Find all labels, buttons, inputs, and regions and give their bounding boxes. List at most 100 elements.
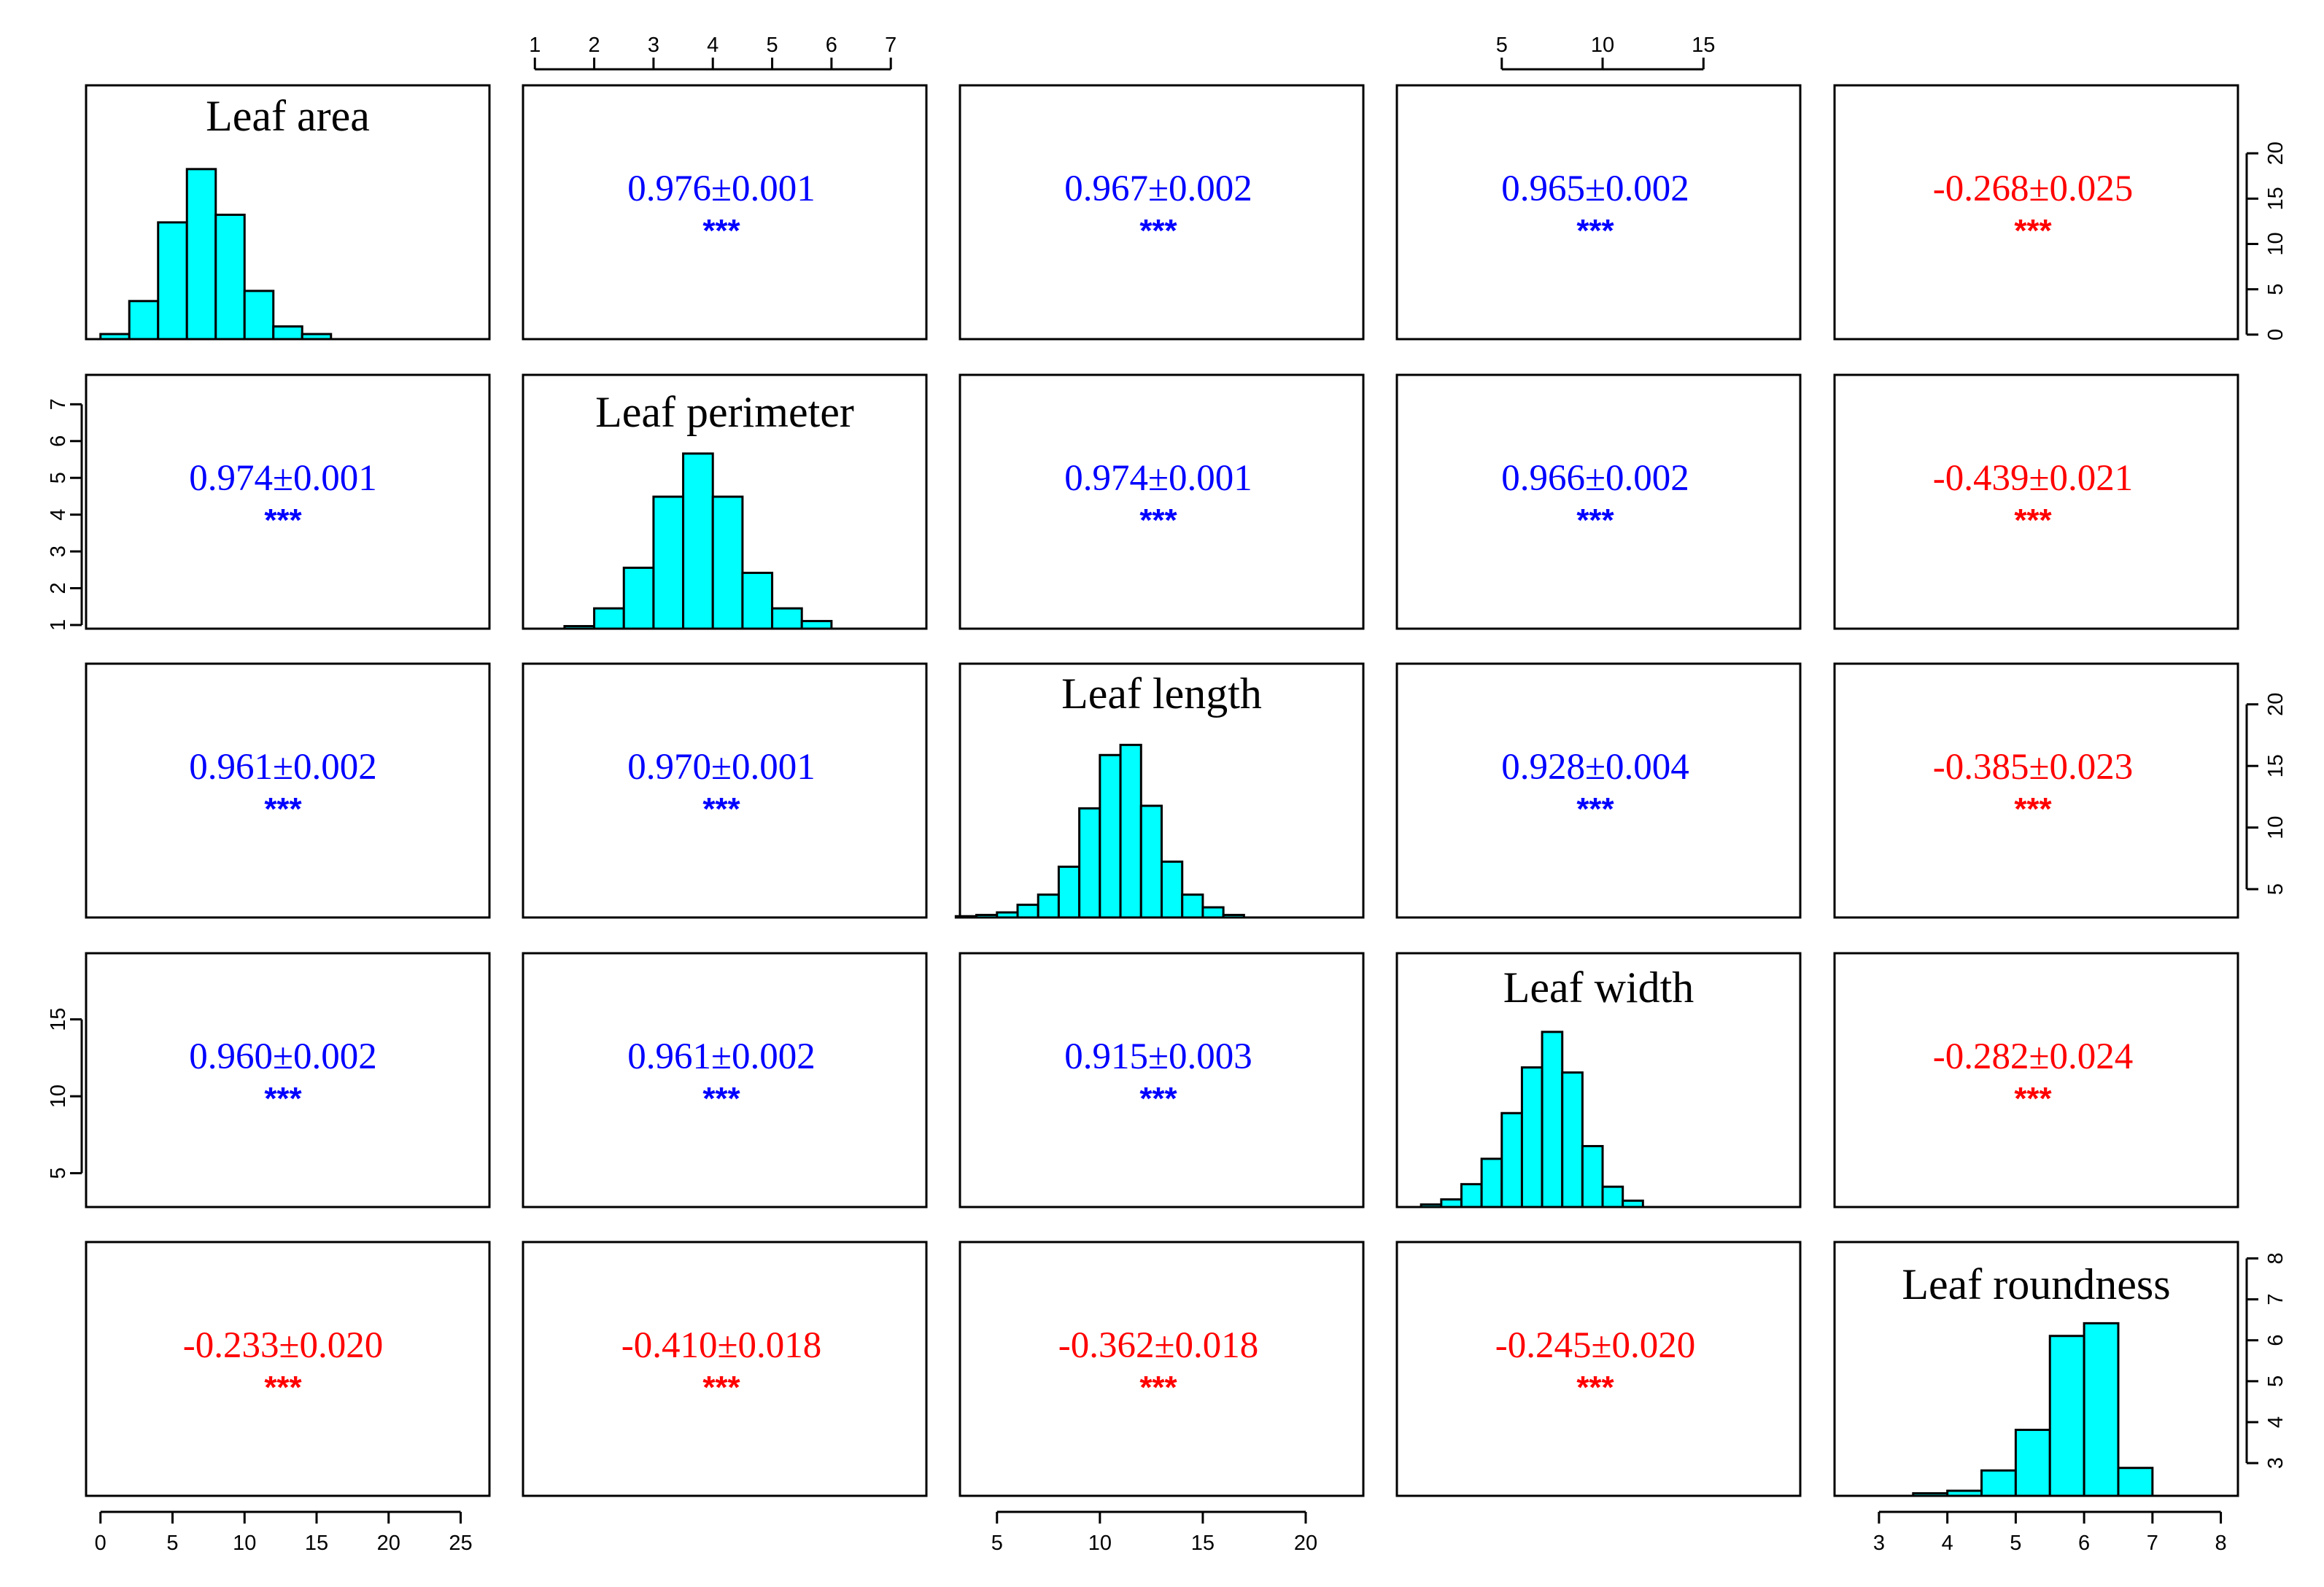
significance-stars-r2-c4: ***: [2014, 791, 2052, 827]
significance-stars-r0-c1: ***: [702, 213, 740, 249]
panel-frame-r4-c0: [85, 1241, 491, 1497]
significance-stars-r4-c2: ***: [1139, 1370, 1177, 1405]
panel-frame-r0-c3: [1395, 84, 1802, 341]
correlation-value-r4-c2: -0.362±0.018: [1058, 1325, 1258, 1366]
diag-label-5: Leaf roundness: [1902, 1260, 2170, 1308]
right-axis-tick-label-3-5: 5: [2264, 883, 2288, 895]
panel-frame-r1-c2: [958, 373, 1365, 630]
histogram-bar-4-3: [1460, 1183, 1483, 1208]
left-axis-tick-label-2-1: 1: [47, 619, 70, 631]
correlation-value-r2-c3: 0.928±0.004: [1501, 747, 1689, 788]
correlation-value-r2-c4: -0.385±0.023: [1933, 747, 2133, 788]
correlation-value-r3-c1: 0.961±0.002: [627, 1036, 816, 1077]
histogram-bar-4-9: [1581, 1144, 1604, 1208]
panel-frame-r2-c3: [1395, 662, 1802, 919]
right-axis-tick-label-3-20: 20: [2264, 693, 2288, 716]
bottom-axis-tick-label-3-20: 20: [1294, 1532, 1317, 1555]
left-axis-tick-label-2-4: 4: [47, 509, 70, 521]
histogram-bar-1-2: [128, 300, 160, 341]
bottom-axis-tick-label-5-4: 4: [1942, 1532, 1953, 1555]
diag-label-1: Leaf area: [206, 92, 370, 140]
top-axis-tick-label-4-15: 15: [1692, 34, 1715, 57]
significance-stars-r2-c1: ***: [702, 791, 740, 827]
right-axis-tick-label-1-15: 15: [2264, 187, 2288, 210]
histogram-bar-1-7: [272, 325, 303, 341]
diag-label-2: Leaf perimeter: [595, 388, 854, 436]
histogram-bar-3-2: [975, 914, 999, 919]
significance-stars-r3-c4: ***: [2014, 1081, 2052, 1117]
histogram-bar-3-3: [996, 911, 1019, 919]
histogram-bar-5-1: [1912, 1492, 1949, 1497]
histogram-bar-2-5: [682, 452, 714, 630]
left-axis-tick-label-4-15: 15: [47, 1008, 70, 1031]
correlation-value-r2-c0: 0.961±0.002: [189, 747, 377, 788]
right-axis-tick-label-5-4: 4: [2264, 1416, 2288, 1428]
correlation-value-r4-c3: -0.245±0.020: [1495, 1325, 1695, 1366]
histogram-bar-2-7: [741, 571, 774, 630]
right-axis-tick-label-5-5: 5: [2264, 1375, 2288, 1387]
bottom-axis-tick-label-5-3: 3: [1873, 1532, 1885, 1555]
panel-frame-r4-c1: [522, 1241, 928, 1497]
histogram-bar-4-2: [1440, 1198, 1463, 1208]
left-axis-tick-label-2-5: 5: [47, 472, 70, 484]
histogram-bar-5-4: [2014, 1429, 2051, 1497]
histogram-bar-4-1: [1419, 1203, 1443, 1208]
bottom-axis-tick-label-1-0: 0: [95, 1532, 106, 1555]
left-axis-tick-label-2-6: 6: [47, 435, 70, 447]
histogram-bar-2-9: [800, 620, 833, 630]
histogram-bar-4-10: [1601, 1185, 1624, 1208]
histogram-bar-3-1: [954, 915, 978, 919]
correlation-value-r3-c4: -0.282±0.024: [1933, 1036, 2133, 1077]
top-axis-tick-label-2-5: 5: [766, 34, 778, 57]
top-axis-tick-label-2-1: 1: [529, 34, 541, 57]
correlation-value-r1-c0: 0.974±0.001: [189, 458, 377, 499]
right-axis-tick-label-1-5: 5: [2264, 284, 2288, 295]
panel-frame-r4-c3: [1395, 1241, 1802, 1497]
histogram-bar-3-11: [1161, 860, 1184, 919]
histogram-bar-5-5: [2048, 1335, 2085, 1497]
right-axis-tick-label-5-8: 8: [2264, 1252, 2288, 1264]
histogram-bar-3-4: [1016, 904, 1039, 919]
histogram-bar-5-3: [1980, 1469, 2017, 1497]
significance-stars-r1-c2: ***: [1139, 503, 1177, 538]
panel-frame-r3-c0: [85, 952, 491, 1208]
top-axis-tick-label-2-3: 3: [648, 34, 659, 57]
significance-stars-r1-c3: ***: [1576, 503, 1614, 538]
right-axis-tick-label-1-20: 20: [2264, 141, 2288, 165]
histogram-bar-1-5: [214, 213, 246, 341]
histogram-bar-3-10: [1139, 804, 1163, 919]
significance-stars-r0-c2: ***: [1139, 213, 1177, 249]
correlation-value-r0-c4: -0.268±0.025: [1933, 168, 2133, 209]
bottom-axis-tick-label-1-5: 5: [166, 1532, 178, 1555]
bottom-axis-tick-label-1-10: 10: [233, 1532, 256, 1555]
left-axis-tick-label-4-5: 5: [47, 1168, 70, 1179]
histogram-bar-4-6: [1520, 1066, 1543, 1208]
histogram-bar-3-6: [1057, 865, 1081, 919]
histogram-bar-2-8: [771, 607, 803, 630]
histogram-bar-5-6: [2083, 1322, 2120, 1497]
histogram-bar-1-1: [99, 333, 131, 341]
histogram-bar-2-3: [622, 566, 655, 630]
correlation-value-r4-c1: -0.410±0.018: [621, 1325, 821, 1366]
correlation-value-r3-c0: 0.960±0.002: [189, 1036, 377, 1077]
left-axis-tick-label-2-7: 7: [47, 398, 70, 410]
histogram-bar-5-2: [1946, 1489, 1983, 1497]
significance-stars-r1-c0: ***: [264, 503, 302, 538]
histogram-bar-4-8: [1561, 1071, 1584, 1208]
histogram-bar-3-13: [1201, 906, 1225, 919]
histogram-bar-3-5: [1037, 893, 1060, 919]
histogram-bar-3-8: [1099, 753, 1122, 919]
histogram-bar-1-4: [185, 168, 217, 341]
panel-frame-r0-c1: [522, 84, 928, 341]
bottom-axis-tick-label-5-7: 7: [2147, 1532, 2158, 1555]
panel-frame-r0-c4: [1833, 84, 2239, 341]
significance-stars-r0-c3: ***: [1576, 213, 1614, 249]
right-axis-tick-label-1-0: 0: [2264, 329, 2288, 341]
histogram-bar-4-4: [1480, 1157, 1503, 1208]
panel-frame-r2-c4: [1833, 662, 2239, 919]
significance-stars-r2-c0: ***: [264, 791, 302, 827]
top-axis-tick-label-2-4: 4: [707, 34, 718, 57]
histogram-bar-2-4: [652, 495, 685, 630]
histogram-bar-2-1: [563, 625, 596, 630]
